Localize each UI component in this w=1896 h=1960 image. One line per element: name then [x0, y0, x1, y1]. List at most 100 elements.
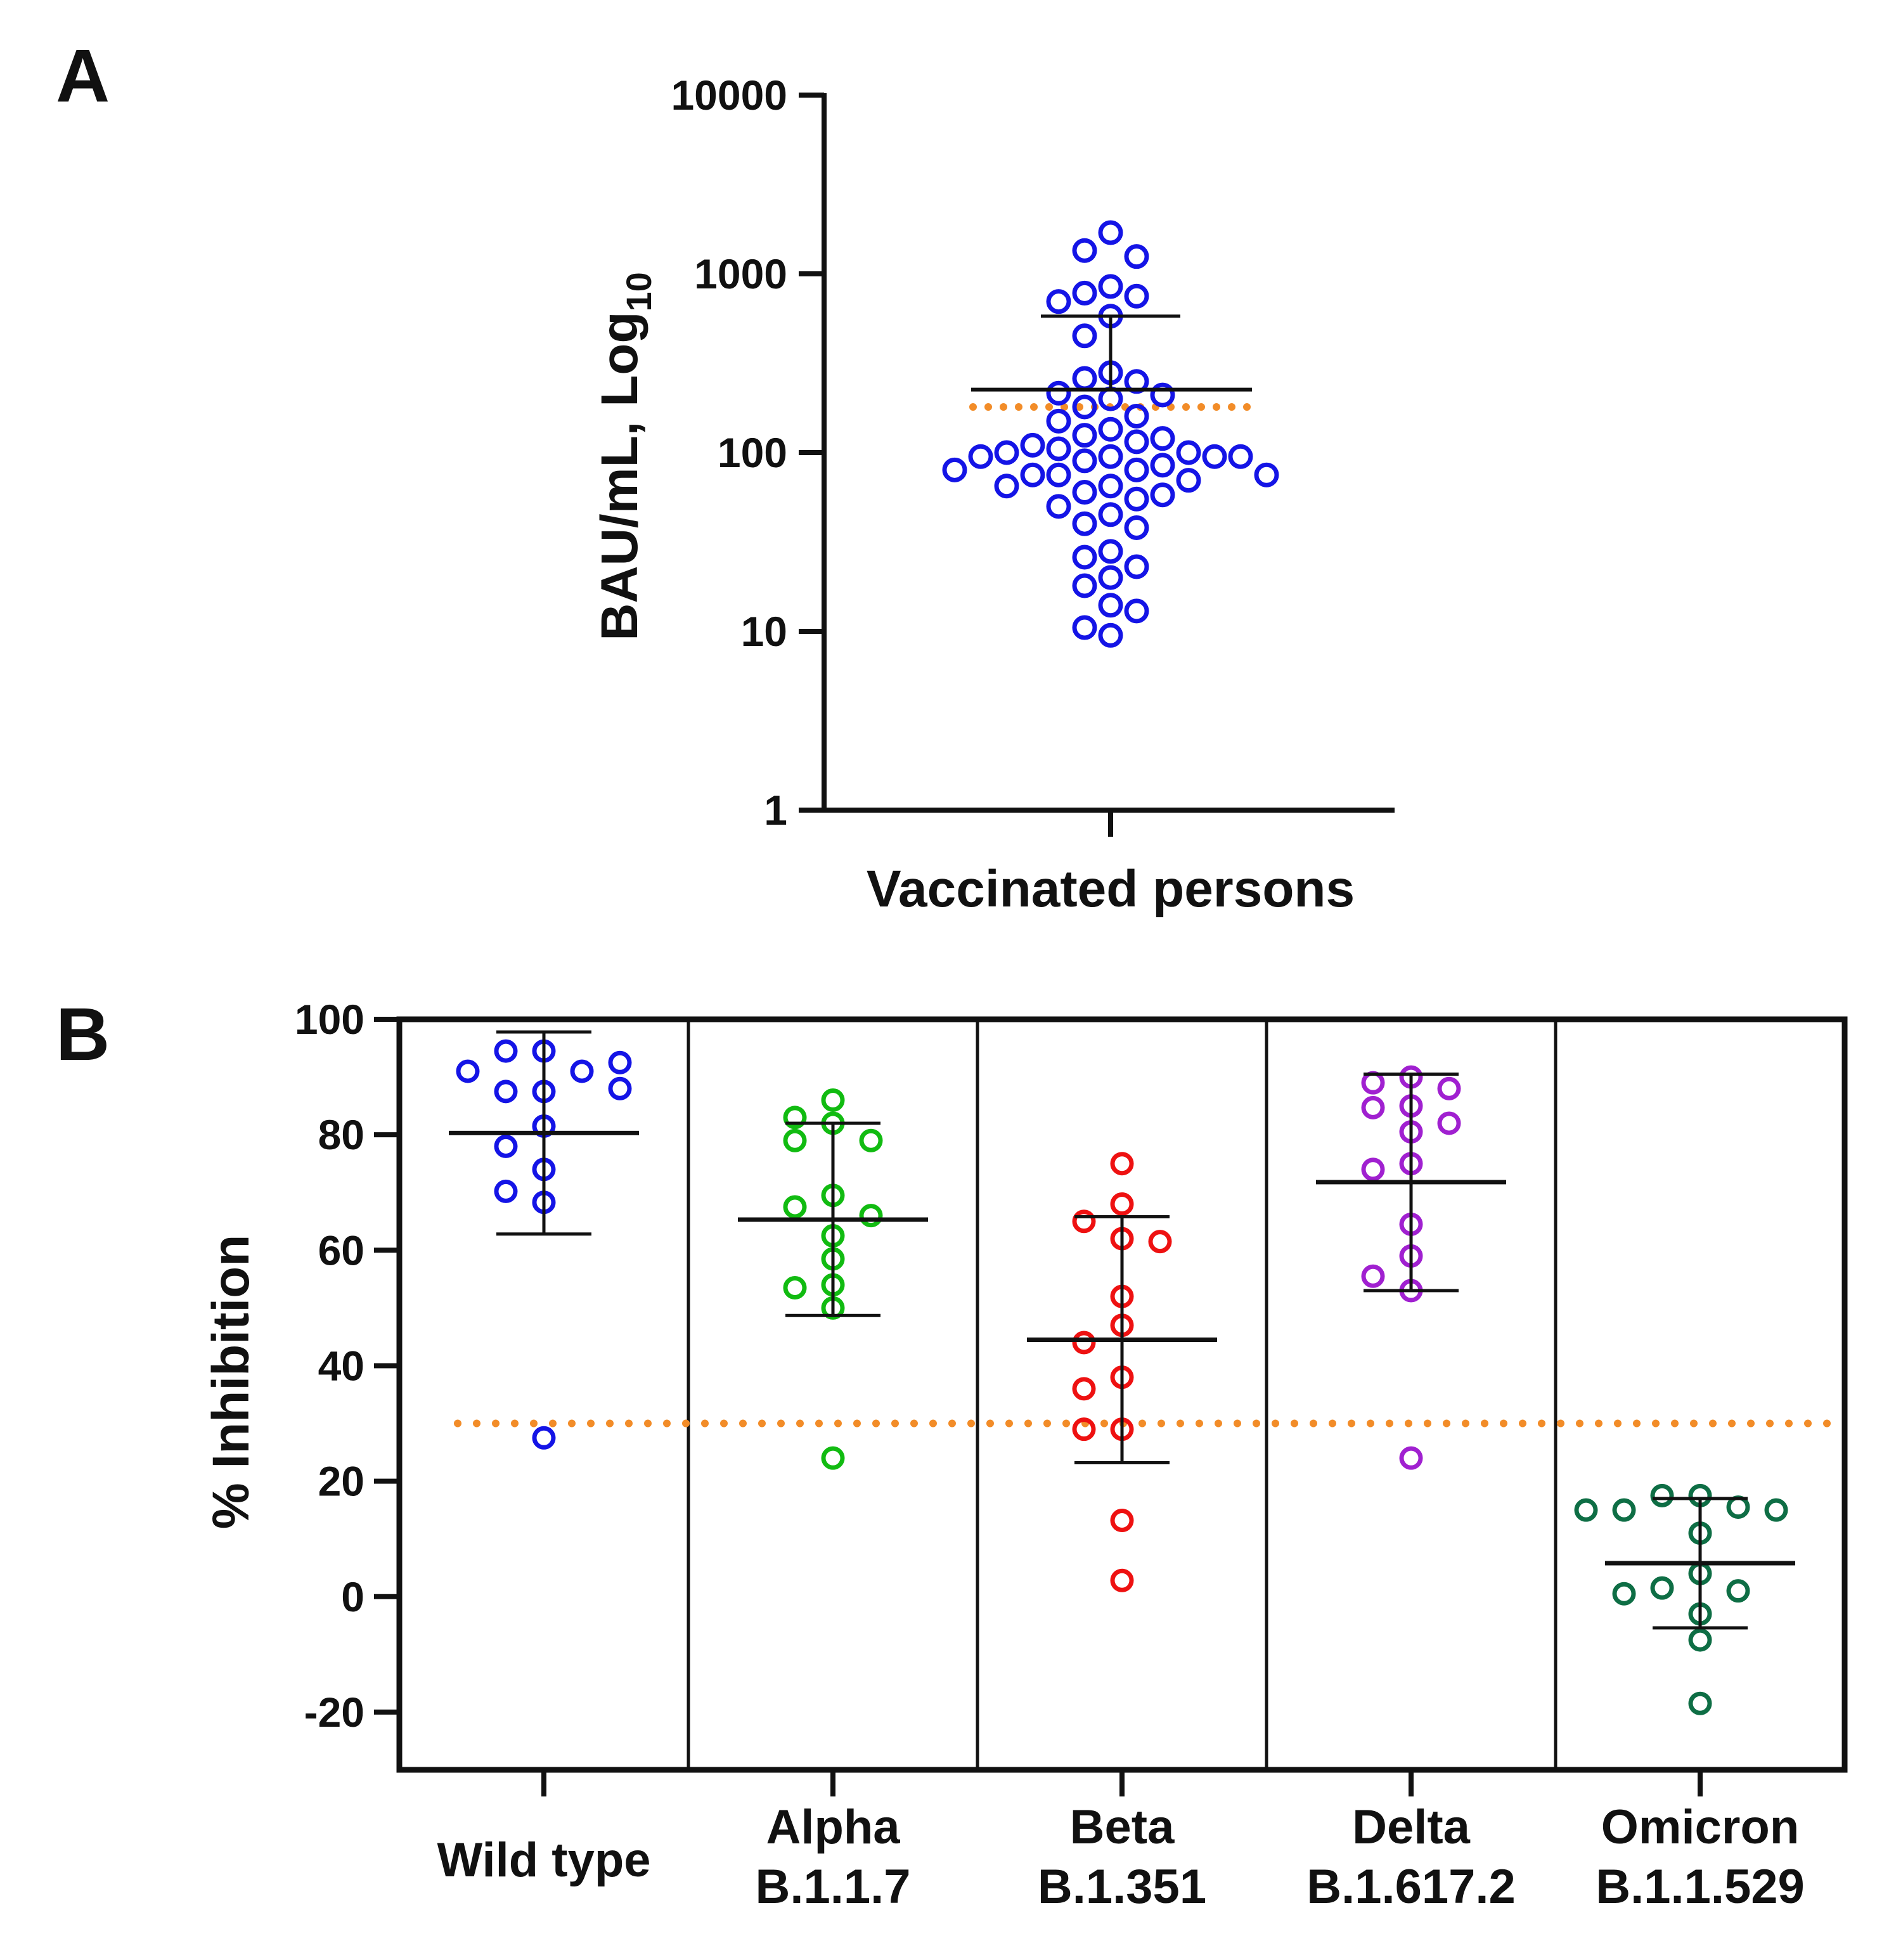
panel-b-y-tick-label: 0	[341, 1573, 364, 1620]
panel-b-point	[1110, 1192, 1134, 1216]
panel-b-point	[1612, 1582, 1636, 1606]
panel-b-category-label: Omicron	[1601, 1800, 1800, 1854]
panel-a-point	[1202, 444, 1227, 469]
panel-a-point	[1150, 482, 1175, 508]
panel-b-point	[494, 1179, 518, 1203]
panel-a-point	[1124, 429, 1149, 455]
panel-a-point	[942, 457, 967, 482]
panel-b-y-tick-label: 100	[295, 996, 364, 1043]
panel-a-point	[1020, 432, 1045, 458]
panel-a-y-tick-label: 100	[718, 429, 787, 476]
panel-a-point	[1020, 462, 1045, 487]
panel-a-point	[1150, 382, 1175, 408]
panel-b-point	[1726, 1579, 1750, 1603]
panel-a-point	[1072, 448, 1097, 474]
panel-b-y-tick-label: 60	[318, 1227, 364, 1273]
panel-a-point	[1098, 593, 1123, 618]
panel-a-point	[994, 474, 1019, 499]
panel-b-point	[1361, 1157, 1385, 1182]
panel-b-y-tick-label: 20	[318, 1458, 364, 1505]
panel-a-point	[1254, 462, 1279, 487]
panel-a-point	[1124, 403, 1149, 429]
panel-a-point	[1072, 238, 1097, 263]
panel-b-category-label: Wild type	[437, 1833, 650, 1887]
panel-a-point	[994, 440, 1019, 465]
panel-b-point	[821, 1446, 845, 1470]
panel-a-y-axis-title: BAU/mL, Log10	[591, 272, 659, 641]
panel-a-point	[1124, 369, 1149, 394]
panel-a-y-tick-label: 1	[764, 787, 787, 834]
panel-b-point	[783, 1128, 807, 1152]
panel-b-point	[1072, 1377, 1096, 1401]
panel-a-point	[1072, 573, 1097, 598]
panel-a-point	[1072, 394, 1097, 420]
panel-a-point	[1098, 474, 1123, 499]
panel-b-point	[570, 1059, 594, 1083]
panel-b-point	[494, 1134, 518, 1158]
panel-a-point	[1046, 380, 1071, 406]
panel-a-point	[1098, 444, 1123, 469]
panel-a-point	[1072, 366, 1097, 391]
panel-b-point	[821, 1088, 845, 1112]
panel-b-y-tick-label: 40	[318, 1342, 364, 1389]
panel-a-point	[1124, 486, 1149, 512]
panel-a-point	[1072, 615, 1097, 640]
panel-a-point	[1098, 502, 1123, 527]
panel-b-mean-sd	[449, 1030, 1795, 1630]
panel-a-point	[1124, 598, 1149, 624]
panel-a-y-tick-label: 1000	[694, 250, 787, 297]
panel-b-point	[1688, 1691, 1712, 1715]
panel-a-point	[1072, 323, 1097, 349]
panel-a-axes: 10000 1000 100 10 1	[671, 72, 1395, 837]
panel-a-y-tick-label: 10	[741, 608, 787, 655]
panel-b-point	[1764, 1498, 1788, 1522]
panel-a-point	[1124, 515, 1149, 541]
panel-a-point	[1098, 539, 1123, 564]
panel-b-category-sublabel: B.1.1.7	[755, 1860, 910, 1914]
panel-a-point	[1098, 622, 1123, 648]
panel-a-points	[942, 220, 1279, 648]
panel-b-point	[1437, 1076, 1461, 1100]
panel-a-point	[1098, 565, 1123, 590]
panel-a-point	[1176, 440, 1201, 465]
panel-b-y-tick-label: -20	[304, 1689, 364, 1736]
panel-b-point	[1688, 1628, 1712, 1652]
panel-a-point	[1072, 423, 1097, 448]
panel-b-point	[783, 1106, 807, 1130]
panel-b-point	[494, 1080, 518, 1104]
panel-a-y-tick-label: 10000	[671, 72, 787, 119]
panel-a-point	[1072, 280, 1097, 306]
panel-b-category-label: Delta	[1352, 1800, 1471, 1854]
panel-b-point	[1072, 1331, 1096, 1355]
panel-label-a: A	[56, 34, 110, 118]
panel-a-mean-sd	[971, 314, 1252, 392]
panel-b-category-label: Beta	[1070, 1800, 1175, 1854]
panel-a-point	[1046, 408, 1071, 434]
panel-b-point	[1072, 1417, 1096, 1441]
panel-b-point	[783, 1276, 807, 1300]
panel-a-point	[1098, 274, 1123, 299]
panel-b-point	[1110, 1509, 1134, 1533]
panel-b-y-axis-title: % Inhibition	[202, 1235, 260, 1530]
panel-a-point	[1098, 220, 1123, 245]
panel-a-point	[1150, 426, 1175, 451]
panel-a-point	[1072, 545, 1097, 570]
panel-label-b: B	[56, 993, 110, 1076]
panel-b-category-sublabel: B.1.1.529	[1596, 1860, 1805, 1914]
panel-b-point	[456, 1059, 480, 1083]
panel-a-point	[1072, 480, 1097, 505]
panel-b-y-tick-label: 80	[318, 1111, 364, 1158]
panel-b-point	[859, 1204, 883, 1228]
panel-a-point	[1124, 457, 1149, 482]
panel-a-point	[1176, 468, 1201, 493]
panel-b-chart: 100 80 60 40 20 0 -20 Wild type Alpha B.1.1.7 Bet…	[202, 996, 1848, 1914]
panel-b-category-sublabel: B.1.617.2	[1306, 1860, 1516, 1914]
panel-b-point	[1361, 1264, 1385, 1288]
panel-b-point	[1110, 1568, 1134, 1592]
panel-b-point	[1574, 1498, 1598, 1522]
panel-b-point	[783, 1195, 807, 1219]
panel-b-point	[1650, 1576, 1674, 1600]
panel-a-point	[968, 444, 993, 469]
panel-b-point	[608, 1050, 632, 1074]
